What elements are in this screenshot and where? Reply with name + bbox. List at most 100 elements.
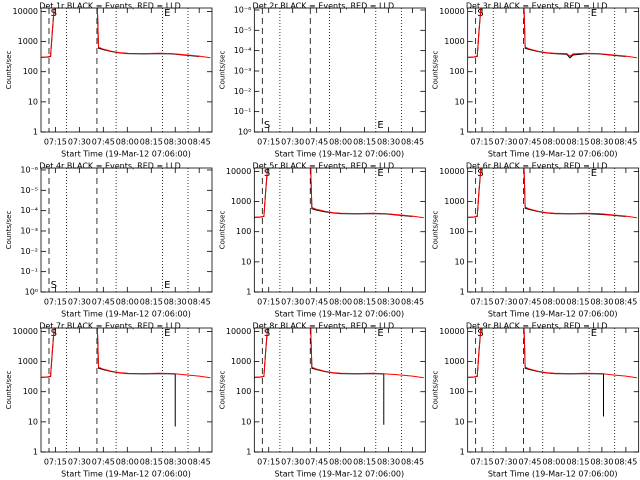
y-tick-label: 10⁻¹ bbox=[20, 267, 38, 276]
plot-lines bbox=[467, 168, 638, 219]
y-tick-label: 10 bbox=[454, 97, 464, 106]
x-tick-label: 08:15 bbox=[140, 138, 163, 147]
x-axis-label: Start Time (19-Mar-12 07:06:00) bbox=[61, 470, 191, 479]
y-tick-label: 1 bbox=[33, 128, 38, 137]
y-tick-label: 1000 bbox=[18, 357, 38, 366]
panel: Det 6r BLACK = Events, RED = LLD Start Ti… bbox=[432, 162, 640, 319]
plot-lines bbox=[467, 8, 638, 59]
x-tick-label: 08:00 bbox=[329, 458, 352, 467]
annotation: S bbox=[51, 280, 57, 291]
x-tick-label: 07:30 bbox=[494, 298, 517, 307]
y-axis-label: Counts/sec bbox=[218, 371, 226, 410]
y-axis-label: Counts/sec bbox=[432, 51, 440, 90]
x-tick-label: 08:15 bbox=[353, 298, 376, 307]
series-line bbox=[41, 8, 211, 59]
plot-lines bbox=[41, 8, 211, 59]
panel-title: Det 5r BLACK = Events, RED = LLD bbox=[253, 162, 395, 171]
x-tick-label: 07:15 bbox=[471, 138, 494, 147]
y-tick-label: 10⁻⁴ bbox=[20, 206, 38, 215]
series-line bbox=[254, 168, 424, 219]
y-tick-label: 10⁻⁶ bbox=[20, 165, 38, 174]
series-line bbox=[254, 328, 424, 379]
y-tick-label: 10⁻⁵ bbox=[20, 186, 38, 195]
x-axis-label: Start Time (19-Mar-12 07:06:00) bbox=[488, 470, 618, 479]
x-tick-label: 08:00 bbox=[542, 298, 565, 307]
x-tick-label: 07:45 bbox=[518, 138, 541, 147]
panel: Det 3r BLACK = Events, RED = LLD Start Ti… bbox=[432, 2, 640, 159]
x-tick-label: 07:30 bbox=[494, 138, 517, 147]
panel: Det 5r BLACK = Events, RED = LLD Start Ti… bbox=[218, 162, 426, 319]
annotation: E bbox=[164, 328, 170, 339]
y-tick-label: 10 bbox=[241, 417, 251, 426]
x-tick-label: 07:45 bbox=[305, 458, 328, 467]
x-tick-label: 08:45 bbox=[614, 458, 637, 467]
annotation: E bbox=[377, 168, 383, 179]
y-tick-label: 10 bbox=[454, 417, 464, 426]
panel: Det 2r BLACK = Events, RED = LLD Start Ti… bbox=[218, 2, 426, 159]
y-axis-label: Counts/sec bbox=[218, 211, 226, 250]
y-tick-label: 10⁻⁴ bbox=[234, 46, 252, 55]
x-tick-label: 08:30 bbox=[164, 298, 187, 307]
y-tick-label: 10 bbox=[454, 257, 464, 266]
y-tick-label: 10 bbox=[28, 417, 38, 426]
x-tick-label: 07:45 bbox=[92, 138, 115, 147]
x-tick-label: 08:00 bbox=[116, 298, 139, 307]
x-tick-label: 07:45 bbox=[92, 458, 115, 467]
x-tick-label: 08:30 bbox=[164, 138, 187, 147]
plot-lines bbox=[254, 168, 424, 219]
y-tick-label: 10⁻⁵ bbox=[234, 26, 252, 35]
y-tick-label: 100 bbox=[23, 387, 38, 396]
series-line bbox=[467, 168, 638, 219]
panel: Det 9r BLACK = Events, RED = LLD Start Ti… bbox=[432, 322, 640, 479]
plot-frame bbox=[40, 167, 213, 293]
x-axis-label: Start Time (19-Mar-12 07:06:00) bbox=[488, 310, 618, 319]
x-tick-label: 08:45 bbox=[614, 138, 637, 147]
y-axis-label: Counts/sec bbox=[432, 371, 440, 410]
y-tick-label: 10⁻³ bbox=[234, 66, 252, 75]
y-axis-label: Counts/sec bbox=[218, 51, 226, 90]
annotation: E bbox=[591, 328, 597, 339]
x-tick-label: 08:45 bbox=[188, 298, 211, 307]
x-tick-label: 07:15 bbox=[471, 458, 494, 467]
y-tick-label: 1000 bbox=[231, 197, 251, 206]
y-tick-label: 100 bbox=[236, 387, 251, 396]
x-tick-label: 08:15 bbox=[566, 458, 589, 467]
panel-title: Det 3r BLACK = Events, RED = LLD bbox=[466, 2, 608, 11]
x-tick-label: 07:15 bbox=[44, 298, 67, 307]
plot-lines bbox=[254, 328, 424, 425]
y-tick-label: 10⁻² bbox=[20, 247, 38, 256]
x-tick-label: 08:15 bbox=[353, 458, 376, 467]
x-tick-label: 08:30 bbox=[164, 458, 187, 467]
x-tick-label: 07:30 bbox=[68, 298, 91, 307]
y-axis-label: Counts/sec bbox=[432, 211, 440, 250]
y-tick-label: 1 bbox=[460, 128, 465, 137]
y-tick-label: 10⁻² bbox=[234, 87, 252, 96]
y-axis-label: Counts/sec bbox=[5, 211, 13, 250]
y-tick-label: 10 bbox=[28, 97, 38, 106]
y-tick-label: 1000 bbox=[444, 197, 464, 206]
x-tick-label: 07:30 bbox=[281, 458, 304, 467]
y-tick-label: 1 bbox=[246, 288, 251, 297]
x-axis-label: Start Time (19-Mar-12 07:06:00) bbox=[275, 150, 405, 159]
y-tick-label: 100 bbox=[449, 387, 464, 396]
x-tick-label: 07:30 bbox=[494, 458, 517, 467]
y-axis-label: Counts/sec bbox=[5, 371, 13, 410]
x-tick-label: 08:15 bbox=[140, 458, 163, 467]
x-tick-label: 08:15 bbox=[566, 138, 589, 147]
plot-frame bbox=[253, 7, 426, 133]
y-tick-label: 100 bbox=[449, 227, 464, 236]
plot-frame bbox=[467, 167, 640, 293]
x-tick-label: 07:45 bbox=[518, 458, 541, 467]
x-tick-label: 08:45 bbox=[188, 138, 211, 147]
x-tick-label: 07:30 bbox=[68, 138, 91, 147]
y-tick-label: 10⁻³ bbox=[20, 226, 38, 235]
panel-title: Det 7r BLACK = Events, RED = LLD bbox=[39, 322, 181, 331]
x-tick-label: 07:45 bbox=[92, 298, 115, 307]
panel: Det 4r BLACK = Events, RED = LLD Start Ti… bbox=[5, 162, 213, 319]
y-tick-label: 100 bbox=[236, 227, 251, 236]
x-tick-label: 08:00 bbox=[542, 458, 565, 467]
series-line bbox=[467, 328, 638, 379]
x-axis-label: Start Time (19-Mar-12 07:06:00) bbox=[488, 150, 618, 159]
